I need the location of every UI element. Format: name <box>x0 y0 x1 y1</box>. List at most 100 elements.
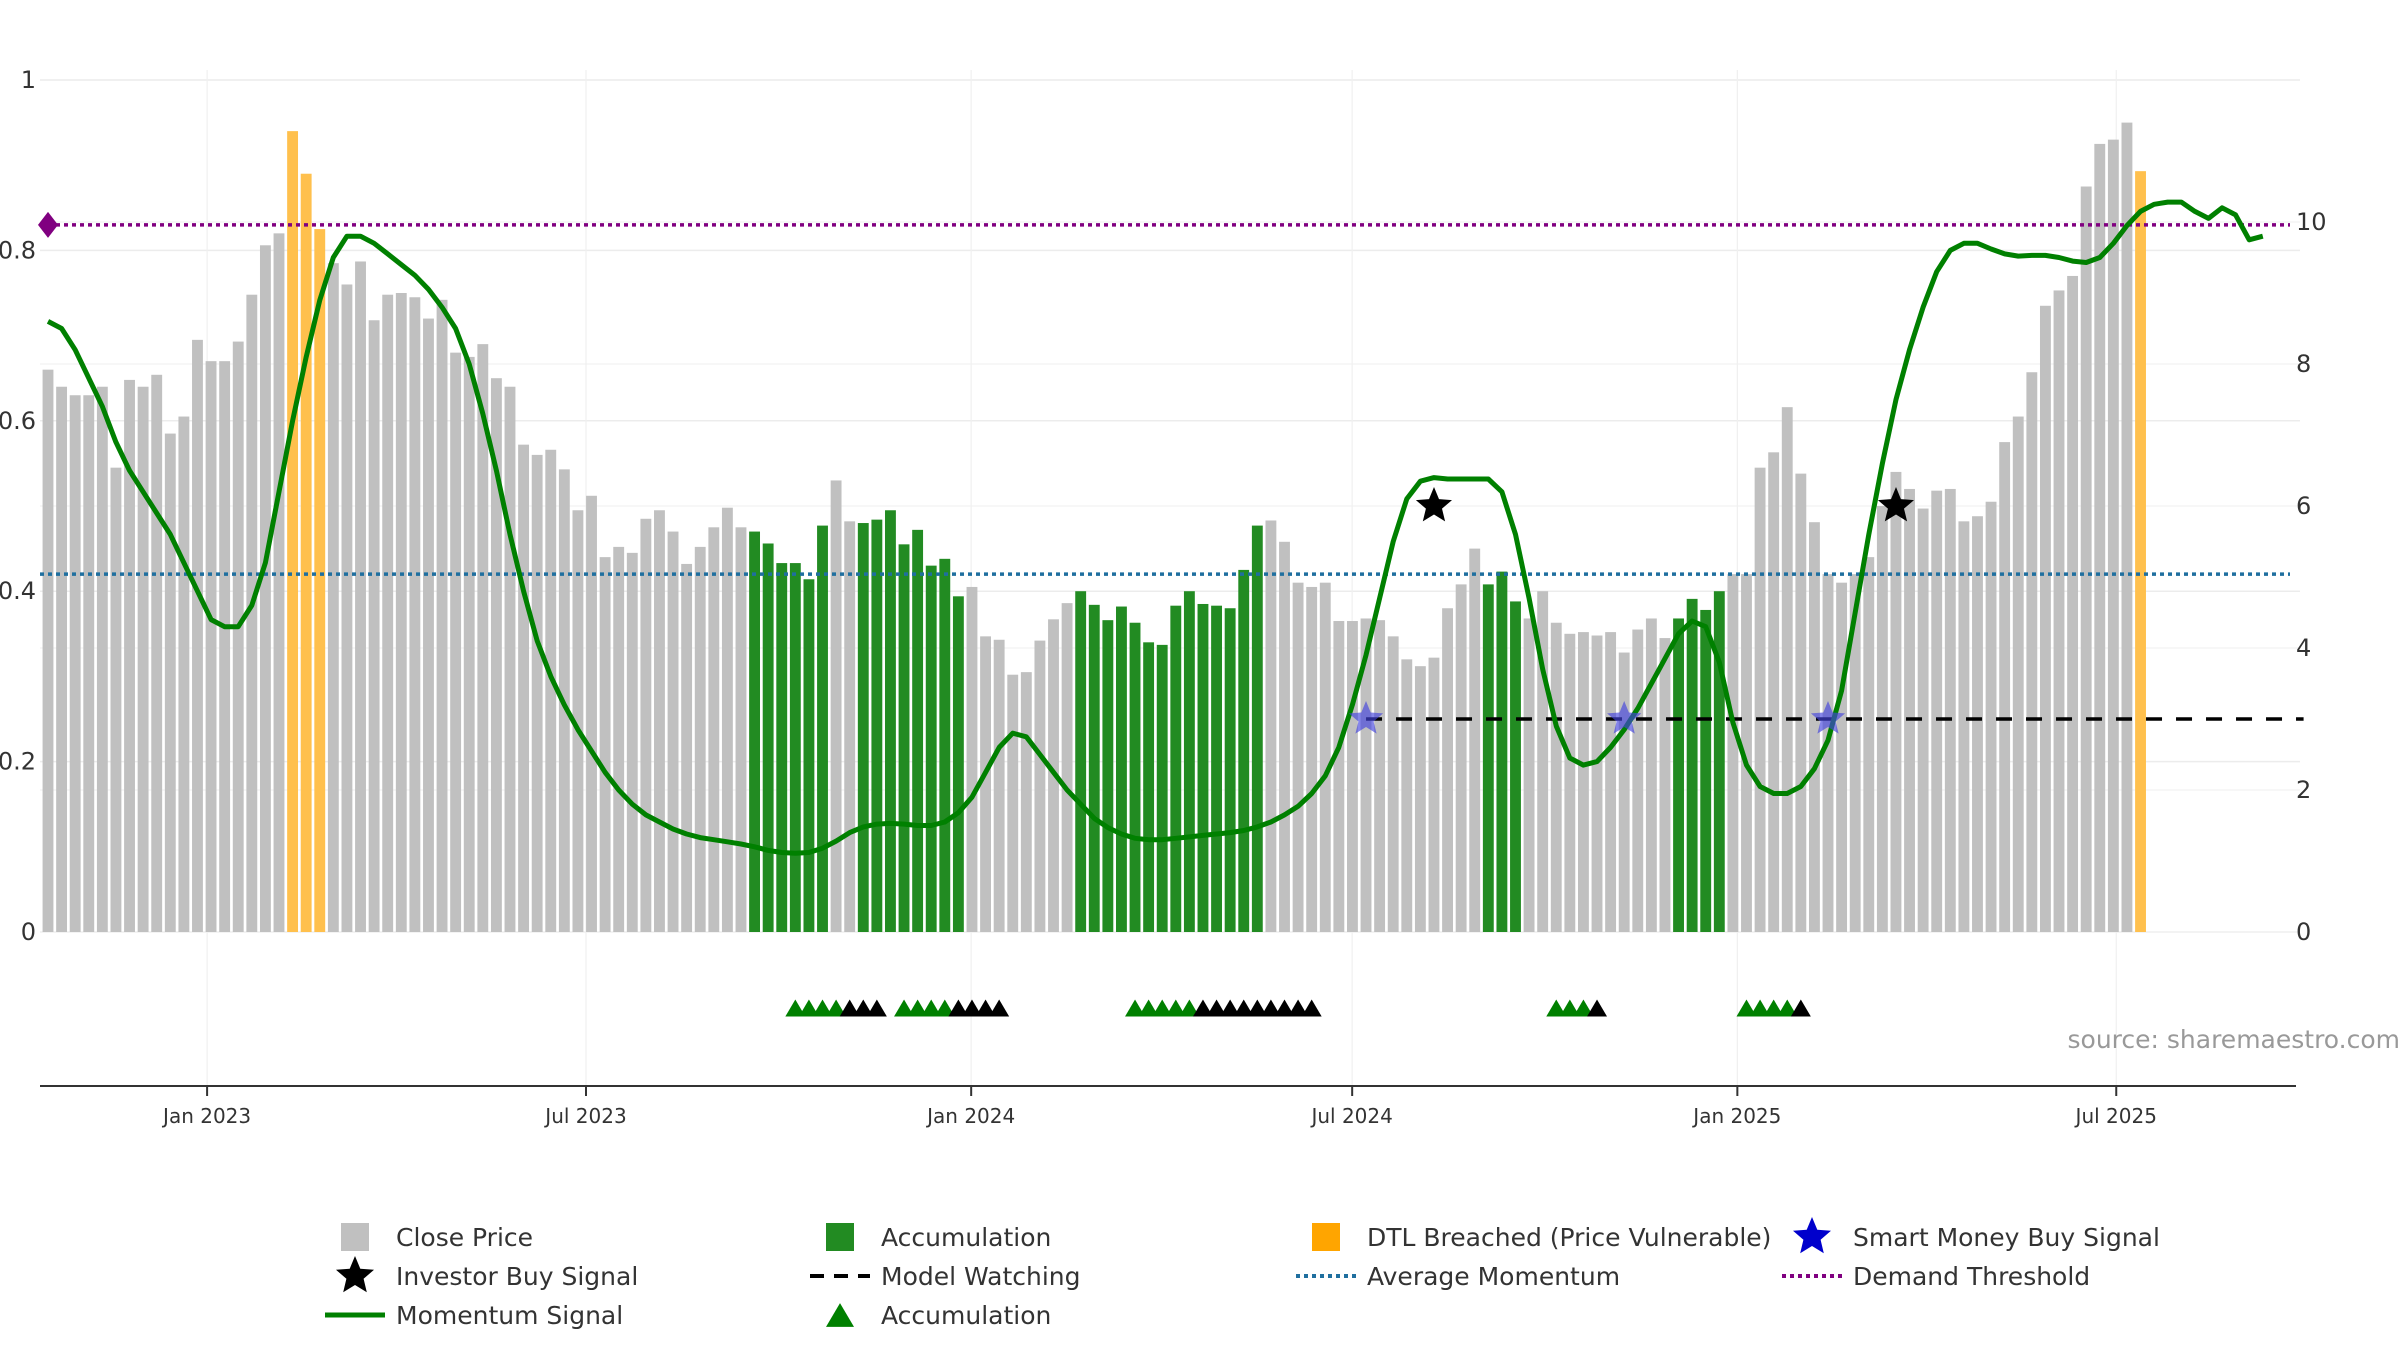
right-axis-tick: 2 <box>2296 776 2311 804</box>
close-price-bar <box>43 370 54 932</box>
close-price-bar <box>2094 144 2105 932</box>
close-price-bar <box>1007 675 1018 932</box>
close-price-bar <box>586 496 597 932</box>
dtl-breached-bar <box>2135 171 2146 932</box>
close-price-bar <box>1863 557 1874 932</box>
accumulation-bar <box>1238 570 1249 932</box>
legend-swatch <box>1312 1223 1340 1251</box>
close-price-bar <box>1293 583 1304 932</box>
close-price-bar <box>1904 489 1915 932</box>
close-price-bar <box>151 375 162 932</box>
close-price-bar <box>1333 621 1344 932</box>
accumulation-bar <box>1211 606 1222 932</box>
accumulation-bar <box>953 596 964 932</box>
close-price-bar <box>328 263 339 932</box>
close-price-bar <box>70 395 81 932</box>
left-axis-tick: 0.2 <box>0 748 36 776</box>
close-price-bar <box>1021 672 1032 932</box>
left-axis-tick: 0.8 <box>0 236 36 264</box>
close-price-bar <box>1374 620 1385 932</box>
legend-label: Accumulation <box>881 1223 1051 1252</box>
close-price-bar <box>111 468 122 932</box>
close-price-bar <box>1415 666 1426 932</box>
close-price-bar <box>260 245 271 932</box>
close-price-bar <box>1469 549 1480 932</box>
close-price-bar <box>1891 472 1902 932</box>
close-price-bar <box>627 553 638 932</box>
accumulation-bar <box>899 544 910 932</box>
legend-star-icon <box>336 1256 374 1292</box>
close-price-bar <box>2108 140 2119 932</box>
close-price-bar <box>1782 407 1793 932</box>
legend-label: Accumulation <box>881 1301 1051 1330</box>
accumulation-bar <box>912 530 923 932</box>
close-price-bar <box>138 387 149 932</box>
close-price-bar <box>1062 603 1073 932</box>
x-axis-tick-label: Jan 2024 <box>925 1104 1015 1128</box>
legend-label: Average Momentum <box>1367 1262 1620 1291</box>
accumulation-bar <box>1116 607 1127 932</box>
close-price-bar <box>1279 542 1290 932</box>
close-price-bar <box>1456 584 1467 932</box>
accumulation-bar <box>1510 601 1521 932</box>
close-price-bar <box>2026 372 2037 932</box>
legend-label: Model Watching <box>881 1262 1081 1291</box>
close-price-bar <box>1619 653 1630 932</box>
close-price-bar <box>1768 452 1779 932</box>
close-price-bar <box>640 519 651 932</box>
right-axis-tick: 4 <box>2296 634 2311 662</box>
close-price-bar <box>233 342 244 932</box>
accumulation-bar <box>1102 620 1113 932</box>
accumulation-bar <box>1496 572 1507 932</box>
accumulation-bar <box>1700 610 1711 932</box>
close-price-bar <box>1945 489 1956 932</box>
accumulation-bar <box>1714 591 1725 932</box>
accumulation-bar <box>1252 526 1263 932</box>
close-price-bar <box>178 417 189 932</box>
close-price-bar <box>382 295 393 932</box>
right-axis-tick: 6 <box>2296 492 2311 520</box>
dtl-breached-bar <box>301 174 312 932</box>
close-price-bar <box>668 532 679 932</box>
close-price-bar <box>423 319 434 932</box>
close-price-bar <box>1034 641 1045 932</box>
accumulation-bar <box>926 566 937 932</box>
close-price-bar <box>1347 621 1358 932</box>
close-price-bar <box>1727 574 1738 932</box>
close-price-bar <box>1564 634 1575 932</box>
close-price-bar <box>2122 123 2133 932</box>
close-price-bar <box>695 547 706 932</box>
legend-label: Momentum Signal <box>396 1301 623 1330</box>
close-price-bar <box>83 395 94 932</box>
x-axis-tick-label: Jul 2024 <box>1309 1104 1392 1128</box>
close-price-bar <box>437 300 448 932</box>
close-price-bar <box>1551 623 1562 932</box>
close-price-bar <box>2013 417 2024 932</box>
legend-swatch <box>826 1223 854 1251</box>
accumulation-bar <box>1225 608 1236 932</box>
legend-label: DTL Breached (Price Vulnerable) <box>1367 1223 1771 1252</box>
close-price-bar <box>505 387 516 932</box>
legend-label: Close Price <box>396 1223 533 1252</box>
dtl-breached-bar <box>287 131 298 932</box>
close-price-bar <box>1986 502 1997 932</box>
close-price-bar <box>1632 630 1643 932</box>
accumulation-triangle <box>1791 1000 1811 1017</box>
accumulation-bar <box>749 532 760 932</box>
close-price-bar <box>396 293 407 932</box>
close-price-bar <box>1320 583 1331 932</box>
right-axis-tick: 8 <box>2296 350 2311 378</box>
close-price-bar <box>2081 187 2092 933</box>
close-price-bar <box>450 353 461 932</box>
source-label: source: sharemaestro.com <box>2068 1025 2400 1054</box>
close-price-bar <box>708 527 719 932</box>
accumulation-bar <box>1673 618 1684 932</box>
legend-label: Smart Money Buy Signal <box>1853 1223 2160 1252</box>
close-price-bar <box>1646 618 1657 932</box>
close-price-bar <box>1265 520 1276 932</box>
accumulation-bar <box>1089 605 1100 932</box>
close-price-bar <box>1836 583 1847 932</box>
close-price-bar <box>1442 608 1453 932</box>
